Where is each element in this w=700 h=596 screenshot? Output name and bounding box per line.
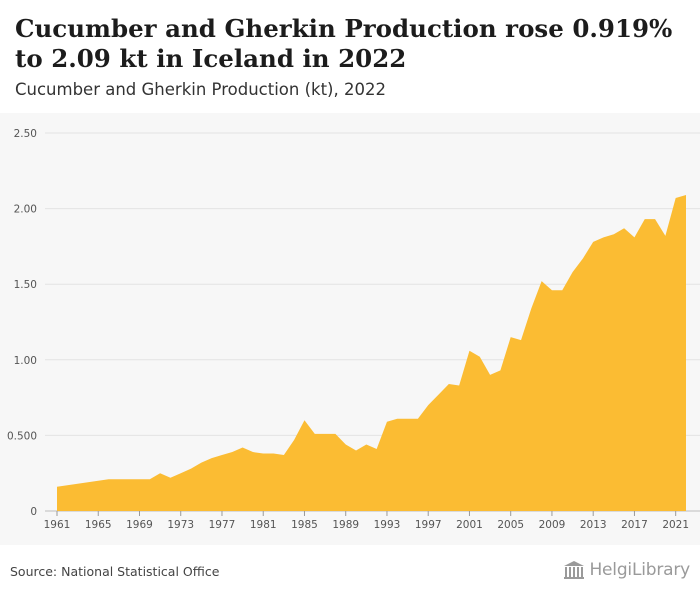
x-tick-label: 1993	[374, 519, 401, 531]
x-tick-label: 2009	[539, 519, 566, 531]
x-tick-label: 2005	[497, 519, 524, 531]
x-tick-label: 2021	[662, 519, 689, 531]
y-tick-label: 1.00	[14, 355, 37, 367]
y-tick-label: 0	[30, 506, 37, 518]
library-building-icon	[564, 561, 585, 579]
y-tick-label: 2.00	[14, 204, 37, 216]
x-tick-label: 1989	[332, 519, 359, 531]
x-tick-label: 1981	[250, 519, 277, 531]
x-tick-label: 2013	[580, 519, 607, 531]
x-tick-label: 1985	[291, 519, 318, 531]
y-tick-label: 0.500	[7, 430, 37, 442]
y-axis: 0 0.500 1.00 1.50 2.00 2.50	[7, 128, 37, 518]
brand-name: HelgiLibrary	[589, 560, 690, 580]
y-tick-label: 1.50	[14, 279, 37, 291]
x-axis: 1961 1965 1969 1973 1977 1981 1985 1989 1993 1997…	[44, 511, 689, 531]
y-tick-label: 2.50	[14, 128, 37, 140]
x-tick-label: 1961	[44, 519, 71, 531]
chart-subtitle: Cucumber and Gherkin Production (kt), 20…	[15, 80, 386, 99]
x-tick-label: 1965	[85, 519, 112, 531]
x-tick-label: 1997	[415, 519, 442, 531]
brand-logo: HelgiLibrary	[563, 558, 690, 582]
x-tick-label: 2001	[456, 519, 483, 531]
area-layer	[56, 194, 687, 511]
footer: Source: National Statistical Office Helg…	[0, 545, 700, 596]
production-area	[57, 194, 686, 511]
chart-title: Cucumber and Gherkin Production rose 0.9…	[15, 14, 673, 73]
x-tick-label: 1977	[209, 519, 236, 531]
x-tick-label: 2017	[621, 519, 648, 531]
x-tick-label: 1969	[126, 519, 153, 531]
x-tick-label: 1973	[167, 519, 194, 531]
source-note: Source: National Statistical Office	[10, 564, 220, 579]
